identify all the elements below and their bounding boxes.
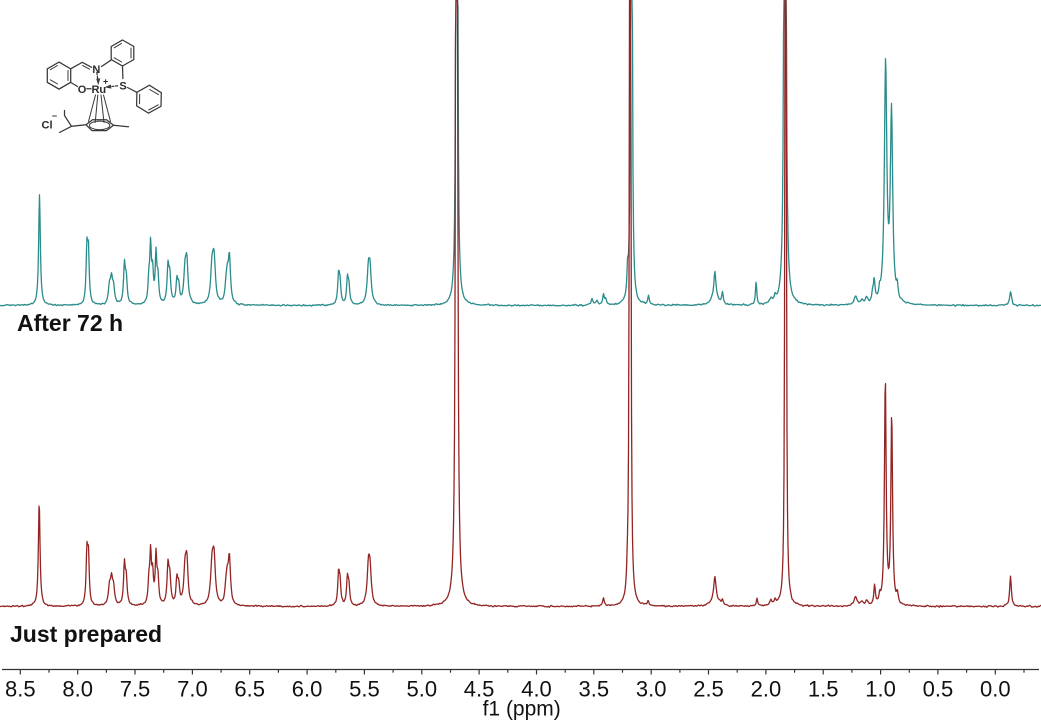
svg-text:4.5: 4.5 — [464, 677, 495, 702]
svg-text:6.5: 6.5 — [234, 677, 265, 702]
svg-text:1.5: 1.5 — [808, 677, 839, 702]
svg-text:f1 (ppm): f1 (ppm) — [483, 698, 561, 721]
svg-text:8.5: 8.5 — [5, 677, 36, 702]
svg-text:7.5: 7.5 — [120, 677, 151, 702]
svg-text:5.5: 5.5 — [349, 677, 380, 702]
svg-text:8.0: 8.0 — [62, 677, 93, 702]
svg-text:+: + — [103, 77, 108, 87]
svg-text:2.0: 2.0 — [751, 677, 782, 702]
svg-text:Ru: Ru — [91, 84, 106, 96]
svg-text:0.0: 0.0 — [980, 677, 1011, 702]
svg-text:3.5: 3.5 — [579, 677, 610, 702]
svg-text:4.0: 4.0 — [521, 677, 552, 702]
svg-text:N: N — [92, 64, 100, 76]
svg-text:S: S — [119, 81, 126, 93]
svg-text:2.5: 2.5 — [693, 677, 724, 702]
svg-text:1.0: 1.0 — [865, 677, 896, 702]
svg-text:O: O — [78, 84, 87, 96]
svg-text:−: − — [52, 111, 57, 121]
svg-text:0.5: 0.5 — [923, 677, 954, 702]
svg-text:5.0: 5.0 — [407, 677, 438, 702]
svg-text:7.0: 7.0 — [177, 677, 208, 702]
svg-text:6.0: 6.0 — [292, 677, 323, 702]
svg-text:After 72 h: After 72 h — [17, 310, 123, 336]
svg-text:Cl: Cl — [42, 120, 53, 132]
svg-text:3.0: 3.0 — [636, 677, 667, 702]
svg-text:Just prepared: Just prepared — [10, 621, 162, 647]
